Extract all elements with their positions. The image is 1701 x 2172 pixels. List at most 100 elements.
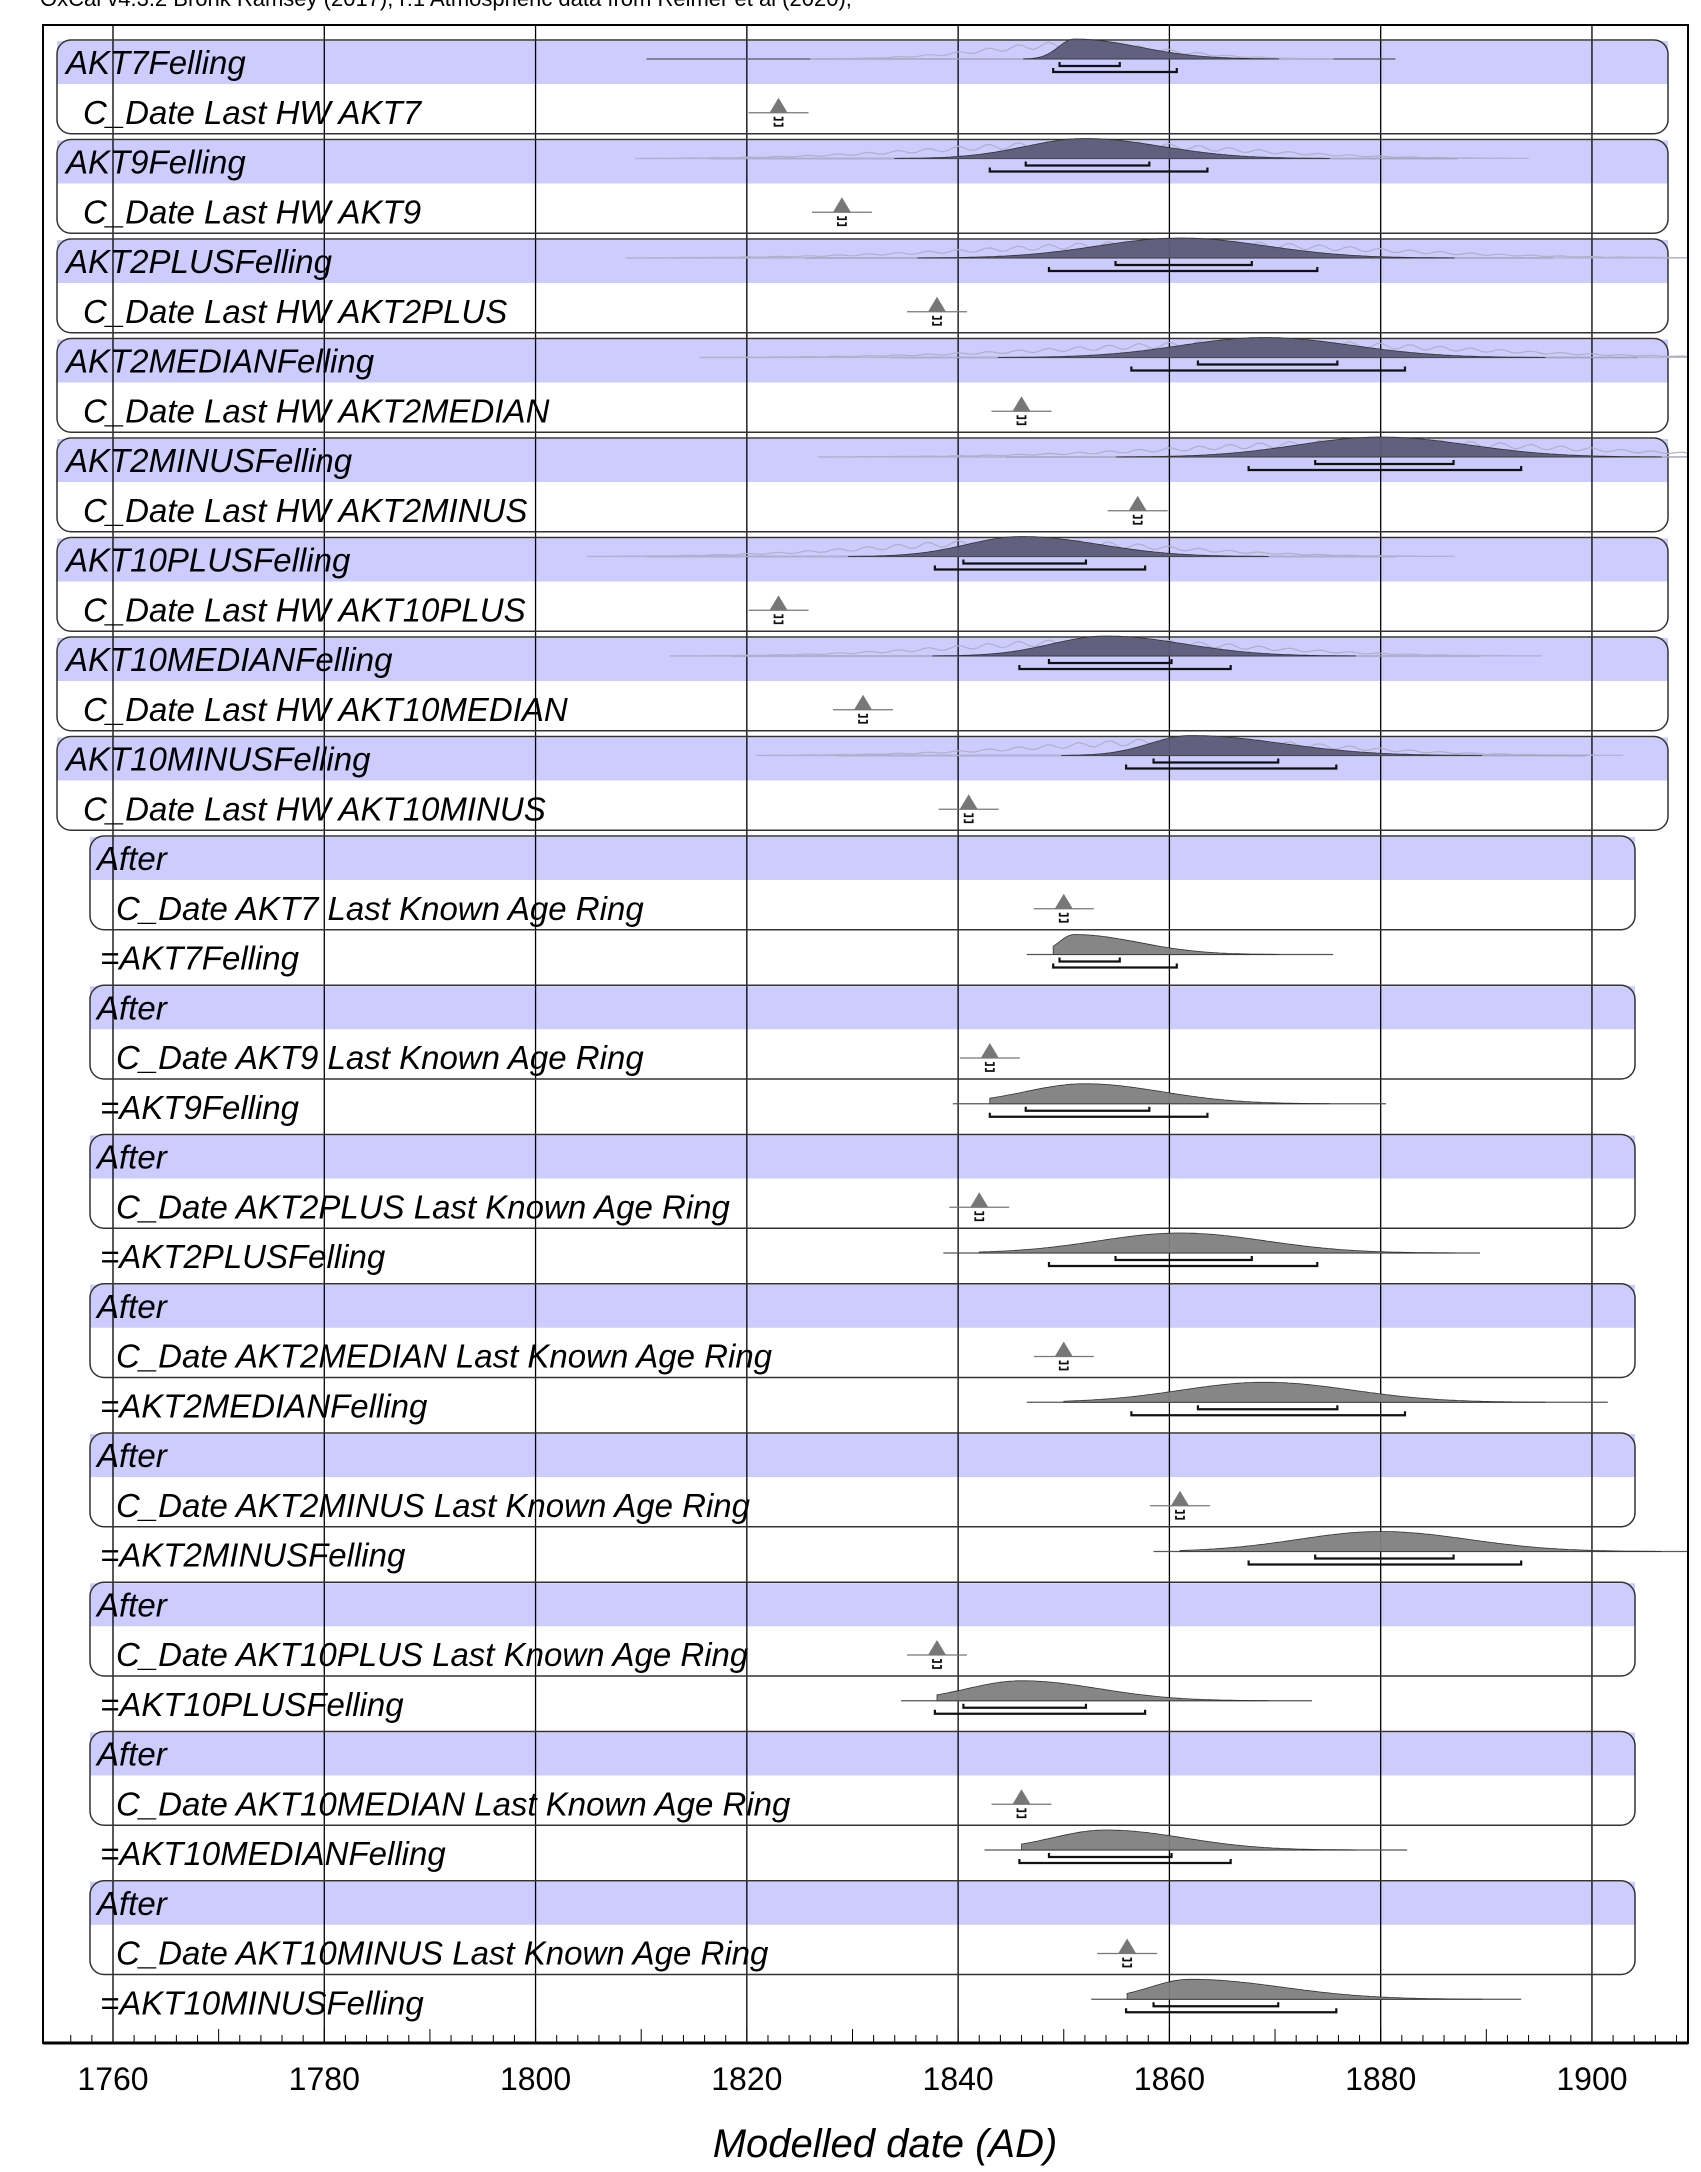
felling-label: AKT10MINUSFelling <box>64 741 371 778</box>
cdate-label: C_Date AKT10PLUS Last Known Age Ring <box>116 1636 749 1673</box>
range-95 <box>1247 1560 1523 1566</box>
range-68 <box>962 559 1088 565</box>
after-label: After <box>95 1885 169 1922</box>
posterior-distribution <box>1179 1531 1662 1552</box>
x-tick-label: 1760 <box>77 2061 148 2097</box>
cdate-label: C_Date AKT2PLUS Last Known Age Ring <box>116 1188 731 1225</box>
band <box>90 1135 1635 1179</box>
posterior-distribution <box>1060 735 1483 756</box>
posterior-distribution <box>978 1232 1456 1254</box>
cdate-marker <box>1170 1490 1189 1506</box>
posterior-distribution <box>1063 1381 1546 1403</box>
range-95 <box>1130 366 1407 372</box>
range-95 <box>988 1112 1209 1118</box>
cdate-range <box>773 614 784 625</box>
group-box <box>56 138 1669 234</box>
x-tick-label: 1880 <box>1345 2061 1416 2097</box>
cdate-range <box>1058 912 1069 923</box>
range-68 <box>1196 1405 1339 1411</box>
range-95 <box>1052 963 1178 969</box>
cdate-marker <box>1012 1789 1031 1805</box>
group-box <box>89 1133 1636 1229</box>
band <box>90 1583 1635 1627</box>
range-68 <box>1047 1853 1173 1859</box>
group-box <box>56 238 1669 334</box>
cdate-range <box>974 1211 985 1222</box>
posterior-distribution <box>894 138 1330 159</box>
cdate-range <box>1175 1509 1185 1520</box>
band <box>90 1434 1635 1477</box>
felling-label: =AKT10MINUSFelling <box>100 1984 424 2021</box>
felling-label: AKT2MINUSFelling <box>64 442 353 479</box>
cdate-range <box>1016 415 1027 426</box>
band <box>57 41 1668 84</box>
cdate-marker <box>927 1640 946 1655</box>
group-box <box>56 337 1669 433</box>
after-label: After <box>95 1437 169 1474</box>
band <box>57 240 1668 283</box>
felling-label: AKT9Felling <box>64 144 246 181</box>
range-68 <box>1196 360 1339 366</box>
after-label: After <box>95 1139 169 1176</box>
cdate-label: C_Date AKT10MINUS Last Known Age Ring <box>116 1935 769 1972</box>
posterior-distribution <box>917 237 1455 259</box>
cdate-label: C_Date AKT2MEDIAN Last Known Age Ring <box>116 1338 773 1375</box>
range-68 <box>1114 261 1253 267</box>
range-95 <box>933 1709 1147 1715</box>
chart-header: OxCal v4.3.2 Bronk Ramsey (2017); r:1 At… <box>40 0 852 12</box>
cdate-marker <box>1054 893 1073 909</box>
posterior-distribution <box>989 1083 1330 1105</box>
x-tick-label: 1780 <box>289 2061 360 2097</box>
range-68 <box>1024 161 1151 167</box>
cdate-marker <box>1054 1341 1073 1357</box>
cdate-label: C_Date AKT10MEDIAN Last Known Age Ring <box>116 1785 791 1822</box>
group-box <box>89 1880 1636 1976</box>
cdate-label: C_Date AKT2MINUS Last Known Age Ring <box>116 1487 751 1524</box>
felling-label: AKT10PLUSFelling <box>64 542 351 579</box>
posterior-distribution <box>1023 38 1280 60</box>
range-68 <box>1152 758 1280 764</box>
range-95 <box>1247 466 1523 472</box>
band <box>90 1284 1635 1328</box>
cdate-label: C_Date Last HW AKT7 <box>83 94 423 131</box>
x-tick-label: 1900 <box>1556 2061 1627 2097</box>
cdate-range <box>963 813 974 824</box>
cdate-marker <box>970 1192 989 1208</box>
range-95 <box>1047 1262 1319 1268</box>
cdate-label: C_Date AKT7 Last Known Age Ring <box>116 890 644 927</box>
cdate-range <box>1016 1808 1027 1819</box>
group-box <box>89 835 1636 931</box>
cdate-marker <box>1118 1938 1137 1954</box>
cdate-range <box>837 216 847 227</box>
cdate-marker <box>854 694 873 710</box>
felling-label: AKT7Felling <box>64 44 246 81</box>
group-box <box>56 536 1669 632</box>
cdate-marker <box>959 794 978 810</box>
cdate-range <box>984 1062 995 1072</box>
cdate-range <box>1122 1957 1133 1968</box>
x-tick-label: 1800 <box>500 2061 571 2097</box>
group-box <box>89 1283 1636 1379</box>
cdate-label: C_Date Last HW AKT9 <box>83 193 421 230</box>
range-68 <box>1058 62 1121 68</box>
range-95 <box>1124 764 1338 770</box>
cdate-label: C_Date Last HW AKT10MEDIAN <box>83 691 568 728</box>
cdate-marker <box>1012 396 1031 412</box>
grid <box>112 25 1593 2043</box>
cdate-marker <box>1128 495 1147 511</box>
felling-label: AKT2MEDIANFelling <box>64 343 375 380</box>
x-tick-label: 1840 <box>923 2061 994 2097</box>
range-68 <box>1314 1554 1455 1560</box>
band <box>57 140 1668 184</box>
range-95 <box>1018 1859 1232 1865</box>
cdate-range <box>773 116 784 127</box>
after-label: After <box>95 840 169 877</box>
range-68 <box>1114 1256 1253 1262</box>
felling-label: =AKT10MEDIANFelling <box>100 1835 446 1872</box>
range-68 <box>1024 1106 1151 1112</box>
band <box>90 1881 1635 1925</box>
cdate-label: C_Date Last HW AKT2MINUS <box>83 492 527 529</box>
cdate-marker <box>832 197 851 213</box>
cdate-range <box>858 713 868 724</box>
